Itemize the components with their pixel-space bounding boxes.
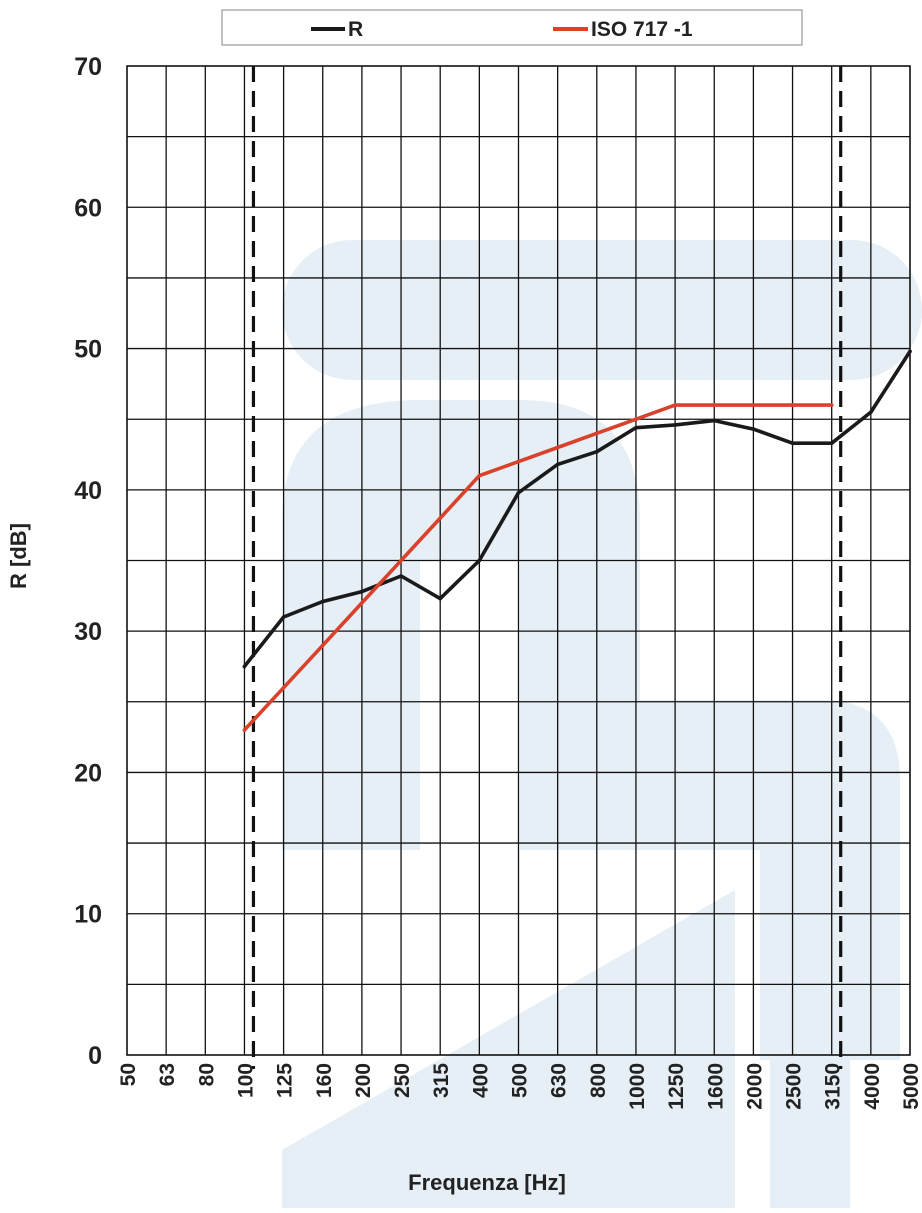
data-point-0-1600 <box>712 418 717 423</box>
x-tick-label: 125 <box>274 1063 297 1098</box>
legend-label-r: R <box>348 18 363 41</box>
data-point-1-315 <box>438 516 443 520</box>
x-tick-label: 315 <box>430 1063 453 1098</box>
x-tick-label: 1250 <box>665 1063 688 1110</box>
x-tick-label: 2500 <box>783 1063 806 1110</box>
data-point-0-2500 <box>790 441 795 446</box>
x-tick-label: 2000 <box>743 1063 766 1110</box>
data-point-0-800 <box>595 449 599 454</box>
x-tick-label: 160 <box>313 1063 336 1098</box>
data-point-1-630 <box>555 445 560 450</box>
y-tick-label: 60 <box>74 194 102 222</box>
x-tick-label: 800 <box>587 1063 610 1098</box>
y-tick-label: 50 <box>74 336 102 364</box>
legend-label-iso: ISO 717 -1 <box>591 18 693 41</box>
x-tick-label: 100 <box>234 1063 257 1098</box>
data-point-1-1600 <box>712 403 717 407</box>
data-point-0-315 <box>438 596 443 601</box>
y-tick-label: 40 <box>74 477 102 505</box>
data-point-0-2000 <box>751 427 756 431</box>
x-tick-label: 80 <box>195 1063 218 1086</box>
x-tick-label: 630 <box>548 1063 571 1098</box>
data-point-1-250 <box>399 558 403 563</box>
data-point-0-400 <box>477 558 482 563</box>
watermark-logo <box>282 240 922 1208</box>
data-point-0-160 <box>320 599 325 604</box>
series-line-0 <box>242 349 912 669</box>
data-point-1-125 <box>281 685 286 690</box>
series-layer <box>242 349 912 732</box>
x-tick-label: 400 <box>469 1063 492 1098</box>
data-point-1-500 <box>516 459 521 464</box>
legend-box <box>221 9 803 46</box>
data-point-1-160 <box>320 643 325 648</box>
data-point-0-200 <box>360 589 364 594</box>
x-tick-label: 250 <box>391 1063 414 1098</box>
data-point-0-5000 <box>908 349 912 354</box>
chart-grid <box>126 65 911 1056</box>
x-tick-label: 3150 <box>822 1063 845 1110</box>
data-point-0-500 <box>516 490 521 495</box>
data-point-1-2500 <box>790 403 795 407</box>
x-tick-label: 4000 <box>861 1063 884 1110</box>
x-tick-labels: 50 63 80 100 125 160 200 250 315 400 500 630 800 1000… <box>117 1063 922 1110</box>
x-tick-label: 500 <box>509 1063 532 1098</box>
x-tick-label: 200 <box>352 1063 375 1098</box>
data-point-0-125 <box>281 615 286 619</box>
y-axis-title: R [dB] <box>6 523 31 589</box>
data-point-0-3150 <box>829 441 834 446</box>
y-tick-label: 10 <box>74 901 102 929</box>
data-point-0-100 <box>242 664 247 669</box>
data-point-0-1000 <box>634 425 638 430</box>
data-point-0-4000 <box>869 410 873 414</box>
x-tick-label: 50 <box>117 1063 140 1086</box>
data-point-0-1250 <box>673 423 677 427</box>
data-point-0-250 <box>399 574 403 578</box>
legend: R ISO 717 -1 <box>221 9 803 46</box>
data-point-1-400 <box>477 473 482 478</box>
x-tick-label: 1600 <box>704 1063 727 1110</box>
reference-lines <box>251 66 843 1069</box>
y-tick-labels: 0 10 20 30 40 50 60 70 <box>74 53 102 1070</box>
data-point-1-800 <box>595 431 599 436</box>
data-point-1-1250 <box>673 403 677 407</box>
x-axis-title: Frequenza [Hz] <box>408 1170 566 1195</box>
data-point-1-200 <box>360 601 364 605</box>
x-tick-label: 63 <box>156 1063 179 1086</box>
series-line-1 <box>242 403 834 732</box>
data-point-1-1000 <box>634 417 638 422</box>
data-point-1-100 <box>242 728 247 732</box>
y-tick-label: 70 <box>74 53 102 81</box>
y-tick-label: 30 <box>74 618 102 646</box>
data-point-1-2000 <box>751 403 756 407</box>
x-tick-label: 1000 <box>626 1063 649 1110</box>
y-tick-label: 0 <box>88 1042 102 1070</box>
y-tick-label: 20 <box>74 759 102 787</box>
data-point-0-630 <box>555 462 560 467</box>
x-tick-label: 5000 <box>900 1063 922 1110</box>
data-point-1-3150 <box>829 403 834 407</box>
